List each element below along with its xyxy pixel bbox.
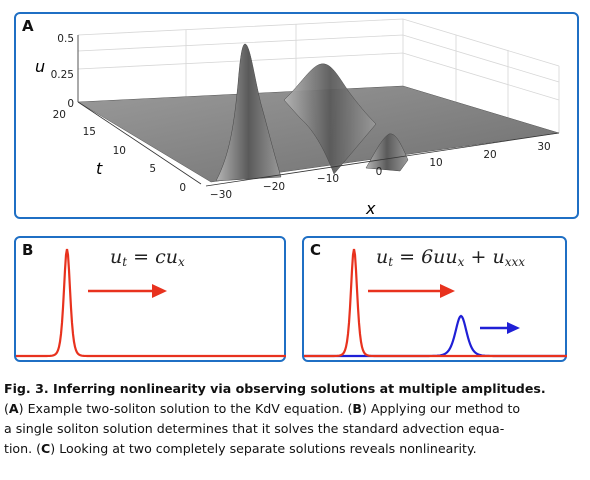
caption-line-1: (A) Example two-soliton solution to the … xyxy=(4,401,521,416)
x-axis-ticks: −30 −20 −10 0 10 20 30 xyxy=(210,141,551,201)
x-tick-label: −30 xyxy=(210,189,232,201)
x-axis-label: x xyxy=(365,199,376,218)
soliton-ridge-back xyxy=(283,63,377,175)
caption-line-2: a single soliton solution determines tha… xyxy=(4,421,505,436)
t-tick-label: 15 xyxy=(83,126,96,138)
panel-c-letter: C xyxy=(310,241,322,259)
panel-b-plot xyxy=(16,248,286,358)
blue-soliton-curve xyxy=(304,314,567,358)
panel-b-letter: B xyxy=(22,241,34,259)
blue-arrow xyxy=(480,322,520,334)
x-tick-label: 30 xyxy=(537,141,550,153)
x-tick-label: 0 xyxy=(376,166,383,178)
panel-c: C ut = 6uux + uxxx xyxy=(302,236,567,362)
caption-line-3: tion. (C) Looking at two completely sepa… xyxy=(4,441,477,456)
caption-heading: Fig. 3. Inferring nonlinearity via obser… xyxy=(4,381,546,396)
u-tick-label: 0 xyxy=(67,98,74,110)
red-arrow xyxy=(368,284,455,298)
red-soliton-curve xyxy=(16,248,286,358)
t-tick-label: 5 xyxy=(149,163,156,175)
t-tick-label: 10 xyxy=(113,145,126,157)
u-axis-label: u xyxy=(35,57,45,76)
figure-caption: Fig. 3. Inferring nonlinearity via obser… xyxy=(4,379,586,459)
u-tick-label: 0.25 xyxy=(51,69,74,81)
t-axis-label: t xyxy=(96,159,103,178)
t-axis-ticks: 20 15 10 5 0 xyxy=(53,109,186,194)
t-axis xyxy=(77,101,202,185)
red-soliton-curve xyxy=(304,248,567,358)
x-axis xyxy=(205,132,560,187)
panel-b: B ut = cux xyxy=(14,236,286,362)
u-tick-label: 0.5 xyxy=(57,33,74,45)
soliton-ridge-tall xyxy=(215,43,282,182)
u-axis-ticks: 0.5 0.25 0 xyxy=(51,33,74,110)
panel-a: A xyxy=(14,12,579,219)
kdv-equation: ut = 6uux + uxxx xyxy=(376,246,526,269)
t-tick-label: 20 xyxy=(53,109,66,121)
x-tick-label: −10 xyxy=(317,173,339,185)
panel-c-plot xyxy=(304,248,567,358)
x-tick-label: 20 xyxy=(483,149,496,161)
panel-a-letter: A xyxy=(22,17,34,35)
kdv-surface-plot: 0.5 0.25 0 u 20 15 10 5 0 t −30 −20 −10 0 10 20 30 x xyxy=(35,18,560,218)
back-grid xyxy=(77,18,560,133)
t-tick-label: 0 xyxy=(179,182,186,194)
red-arrow xyxy=(88,284,167,298)
x-tick-label: 10 xyxy=(429,157,442,169)
x-tick-label: −20 xyxy=(263,181,285,193)
advection-equation: ut = cux xyxy=(110,246,185,269)
soliton-ridge-front xyxy=(365,133,409,172)
